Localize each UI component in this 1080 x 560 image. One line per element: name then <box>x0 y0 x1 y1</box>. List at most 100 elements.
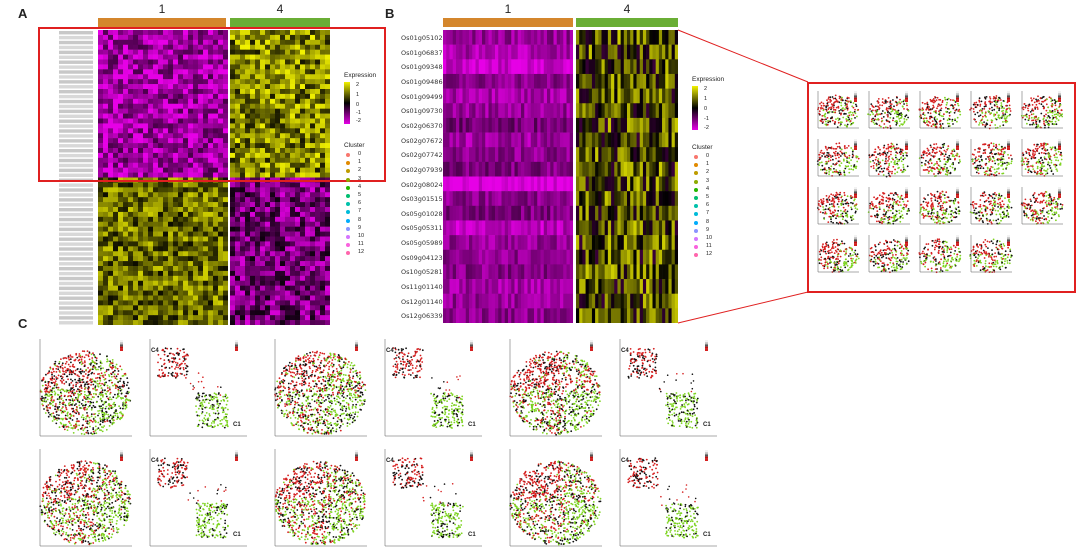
heat-cell <box>639 235 644 251</box>
heat-cell <box>280 182 286 188</box>
heat-cell <box>295 216 301 223</box>
heat-cell <box>320 246 326 252</box>
tsne-point <box>878 107 881 110</box>
heat-cell <box>320 187 326 193</box>
heat-cell <box>595 293 599 309</box>
heat-cell <box>103 148 109 154</box>
heat-cell <box>315 280 321 286</box>
heat-cell <box>270 148 276 154</box>
heat-cell <box>213 74 219 80</box>
heat-cell <box>235 172 241 178</box>
heat-cell <box>566 249 571 265</box>
heat-cell <box>128 216 134 223</box>
tsne-point <box>889 106 892 108</box>
tsne-point <box>922 112 925 114</box>
tsne-point <box>904 115 907 118</box>
heat-cell <box>655 73 660 89</box>
heat-cell <box>290 202 296 208</box>
heat-cell <box>168 157 174 164</box>
tsne-point <box>883 123 886 125</box>
heat-cell <box>295 285 301 291</box>
heat-cell <box>108 295 114 301</box>
heat-cell <box>163 207 169 213</box>
heat-cell <box>265 172 271 178</box>
heat-cell <box>658 308 663 323</box>
heat-cell <box>611 220 615 236</box>
tsne-point <box>848 118 851 121</box>
cluster-legend-label: 0 <box>358 151 362 157</box>
heat-cell <box>300 236 306 242</box>
heat-cell <box>168 221 174 227</box>
heat-cell <box>230 280 236 286</box>
heat-cell <box>315 187 321 193</box>
heat-cell <box>315 256 321 262</box>
heat-cell <box>627 279 631 294</box>
heat-cell <box>649 191 653 207</box>
heat-cell <box>133 216 139 223</box>
heat-cell <box>639 132 644 148</box>
heat-cell <box>652 176 656 192</box>
heat-cell <box>270 226 276 232</box>
heat-cell <box>280 290 286 296</box>
heat-cell <box>128 74 134 80</box>
heat-cell <box>123 113 129 119</box>
heat-cell <box>168 182 174 188</box>
heat-cell <box>123 49 129 55</box>
heat-cell <box>250 310 256 316</box>
heat-cell <box>630 249 634 265</box>
heat-cell <box>627 103 631 119</box>
heat-cell <box>569 30 574 45</box>
heat-cell <box>275 39 281 46</box>
tsne-point <box>946 107 949 110</box>
heat-cell <box>320 320 326 325</box>
heat-cell <box>280 207 286 213</box>
heat-cell <box>118 246 124 252</box>
heat-cell <box>290 123 296 129</box>
heat-cell <box>290 103 296 109</box>
heat-cell <box>198 315 204 321</box>
heat-cell <box>465 235 470 251</box>
heat-cell <box>123 74 129 80</box>
heat-cell <box>488 30 493 45</box>
heat-cell <box>295 162 301 168</box>
tsne-point <box>872 109 874 112</box>
heat-cell <box>198 221 204 227</box>
heat-cell <box>280 74 286 80</box>
heat-cell <box>556 279 561 294</box>
heat-cell <box>223 211 229 218</box>
heat-cell <box>585 147 590 163</box>
heat-cell <box>576 161 580 177</box>
heat-cell <box>98 34 104 41</box>
heat-cell <box>443 30 447 45</box>
heat-cell <box>607 249 612 265</box>
heat-cell <box>465 59 470 75</box>
heat-cell <box>118 172 124 178</box>
heat-cell <box>585 30 590 45</box>
heat-cell <box>260 79 266 85</box>
heat-cell <box>128 246 134 252</box>
heat-cell <box>103 231 109 237</box>
heat-cell <box>163 74 169 80</box>
heat-cell <box>260 182 266 188</box>
heat-cell <box>530 308 535 323</box>
heat-cell <box>585 132 590 148</box>
heat-cell <box>163 290 169 296</box>
heat-cell <box>540 132 545 148</box>
heat-cell <box>611 279 615 294</box>
tsne-point <box>933 99 936 102</box>
heat-cell <box>208 148 214 154</box>
gene-label-row <box>59 252 93 256</box>
heat-cell <box>639 103 644 119</box>
heat-cell <box>315 148 321 154</box>
heat-cell <box>524 73 528 89</box>
heat-cell <box>103 285 109 291</box>
heat-cell <box>579 103 583 119</box>
heat-cell <box>275 315 281 321</box>
heat-cell <box>560 30 564 45</box>
heat-cell <box>630 103 634 119</box>
heat-cell <box>143 167 149 173</box>
heat-cell <box>178 251 184 257</box>
heat-cell <box>103 320 109 325</box>
heat-cell <box>148 49 154 55</box>
heat-cell <box>245 103 251 109</box>
